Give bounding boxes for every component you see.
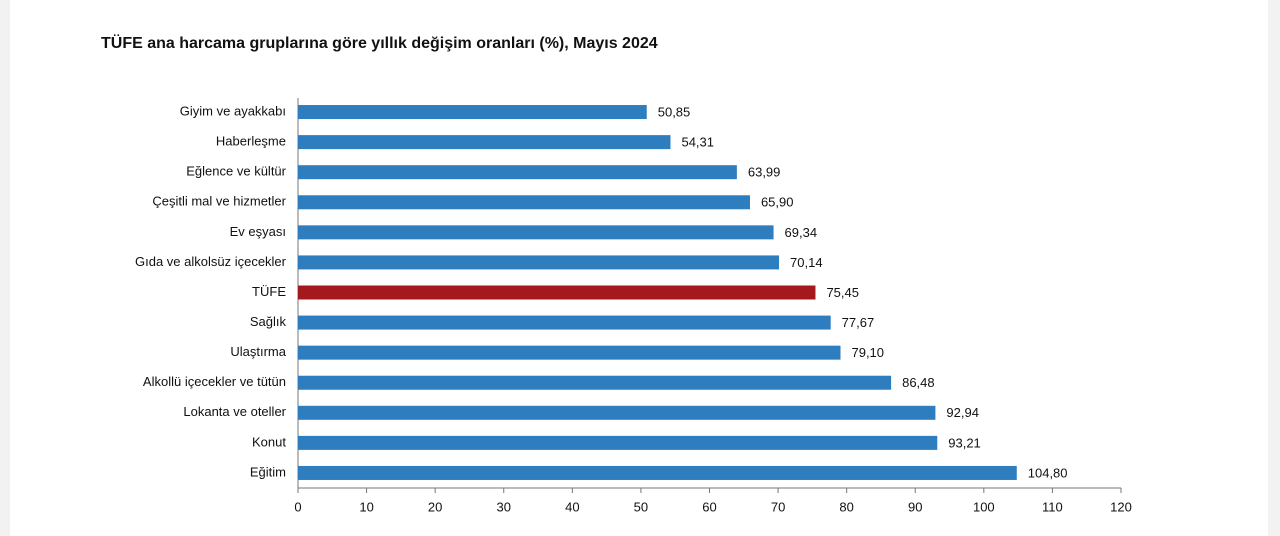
side-strip [1268, 0, 1280, 536]
value-label: 92,94 [946, 405, 979, 420]
value-label: 69,34 [785, 225, 818, 240]
y-tick-label: Gıda ve alkolsüz içecekler [135, 254, 287, 269]
x-tick-label: 60 [702, 499, 716, 514]
bar [298, 375, 892, 390]
y-tick-label: Lokanta ve oteller [183, 404, 286, 419]
value-label: 75,45 [826, 285, 859, 300]
bar [298, 465, 1017, 480]
bar [298, 285, 816, 300]
value-label: 63,99 [748, 165, 781, 180]
y-tick-label: Giyim ve ayakkabı [180, 103, 286, 118]
value-label: 54,31 [681, 135, 714, 150]
y-tick-label: TÜFE [252, 284, 286, 299]
x-tick-label: 120 [1110, 499, 1132, 514]
x-tick-label: 10 [359, 499, 373, 514]
bar [298, 405, 936, 420]
bar [298, 435, 938, 450]
y-tick-label: Sağlık [250, 314, 287, 329]
bar [298, 105, 647, 120]
y-tick-label: Haberleşme [216, 134, 286, 149]
y-tick-label: Çeşitli mal ve hizmetler [152, 194, 286, 209]
x-tick-label: 30 [497, 499, 511, 514]
value-label: 77,67 [842, 315, 875, 330]
x-tick-label: 80 [839, 499, 853, 514]
bar [298, 255, 780, 270]
y-tick-label: Alkollü içecekler ve tütün [143, 374, 286, 389]
bar [298, 315, 831, 330]
x-tick-label: 110 [1042, 499, 1063, 514]
x-tick-label: 70 [771, 499, 785, 514]
x-tick-label: 20 [428, 499, 442, 514]
bar [298, 345, 841, 360]
value-label: 65,90 [761, 195, 794, 210]
value-label: 79,10 [851, 345, 884, 360]
bar [298, 165, 737, 180]
value-label: 86,48 [902, 375, 935, 390]
y-tick-label: Eğitim [250, 464, 286, 479]
x-tick-label: 100 [973, 499, 995, 514]
value-label: 70,14 [790, 255, 823, 270]
x-tick-label: 50 [634, 499, 648, 514]
bar [298, 225, 774, 240]
bar [298, 135, 671, 150]
y-tick-label: Ev eşyası [230, 224, 286, 239]
x-tick-label: 90 [908, 499, 922, 514]
value-label: 50,85 [658, 104, 691, 119]
value-label: 104,80 [1028, 465, 1068, 480]
x-tick-label: 0 [294, 499, 301, 514]
chart-title: TÜFE ana harcama gruplarına göre yıllık … [101, 33, 658, 52]
bar [298, 195, 750, 210]
y-tick-label: Eğlence ve kültür [186, 164, 286, 179]
y-tick-label: Ulaştırma [230, 344, 286, 359]
y-tick-label: Konut [252, 434, 286, 449]
value-label: 93,21 [948, 435, 981, 450]
side-strip [0, 0, 10, 536]
x-tick-label: 40 [565, 499, 579, 514]
